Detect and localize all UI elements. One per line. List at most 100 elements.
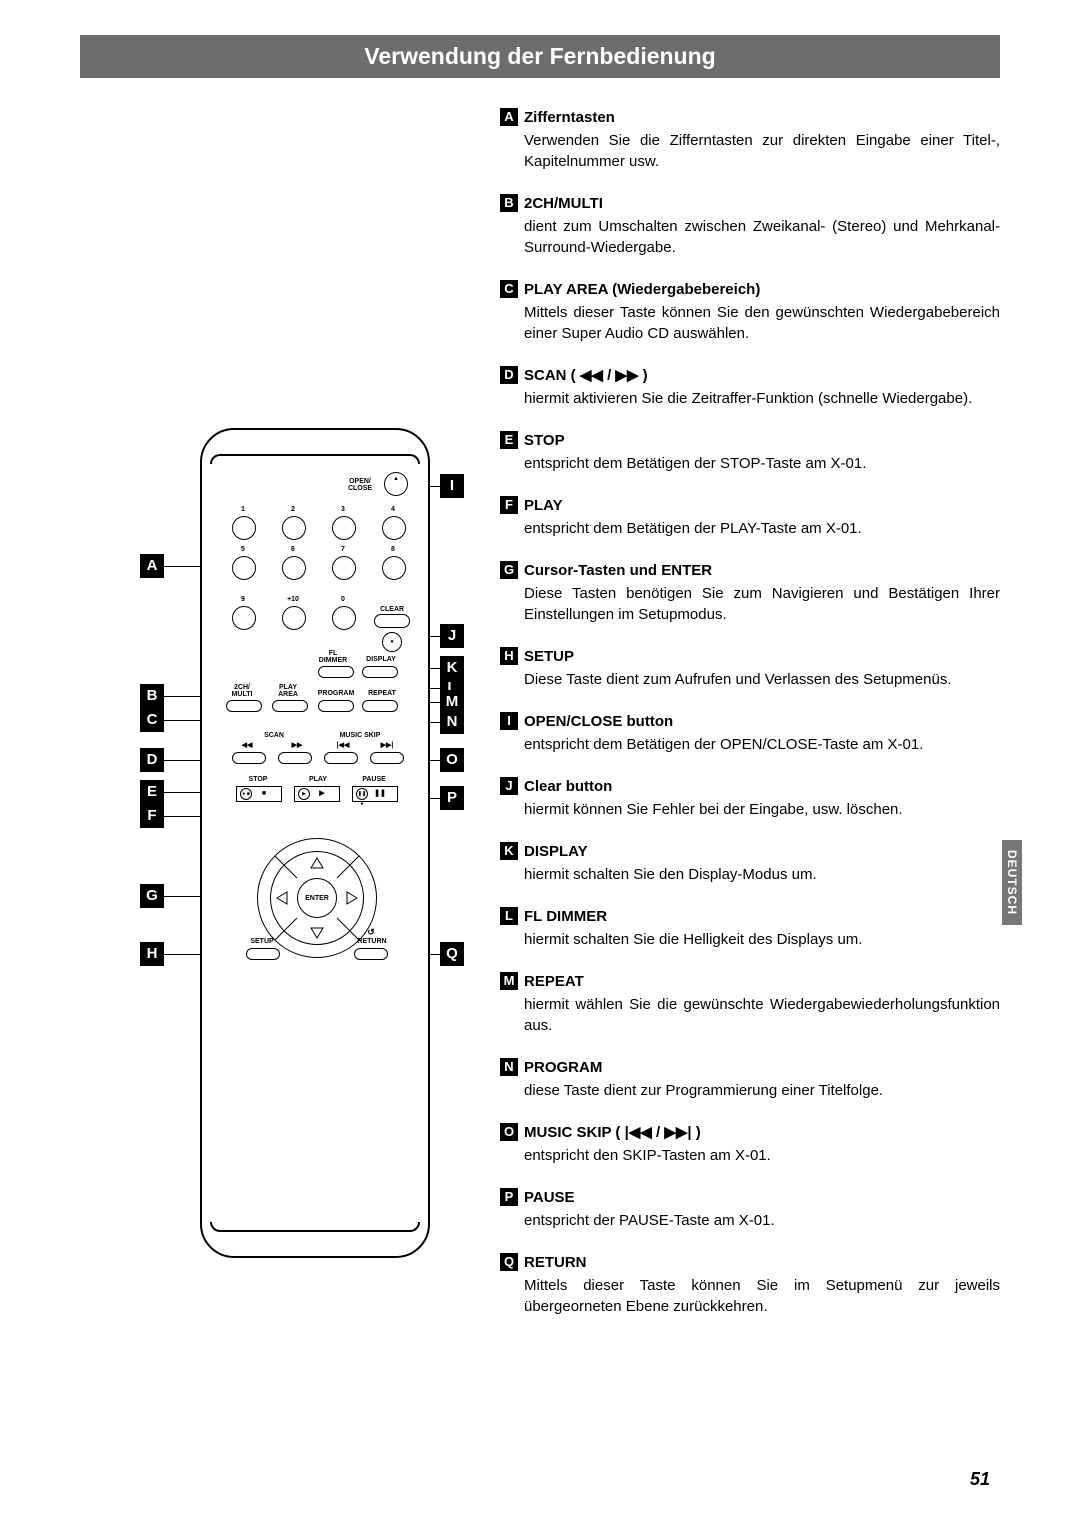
letter-box: H <box>500 647 518 665</box>
page-title: Verwendung der Fernbedienung <box>80 35 1000 78</box>
digit-label-0: 0 <box>328 596 358 603</box>
label-return: RETURN <box>350 938 394 945</box>
btn-open-close: ▲ <box>384 472 408 496</box>
digit-label-9: 9 <box>228 596 258 603</box>
heading-text: RETURN <box>524 1254 587 1271</box>
section-body: entspricht dem Betätigen der STOP-Taste … <box>500 453 1000 474</box>
btn-repeat <box>362 700 398 712</box>
btn-setup <box>246 948 280 960</box>
section-e: E STOP entspricht dem Betätigen der STOP… <box>500 431 1000 474</box>
digit-btn-9 <box>232 606 256 630</box>
label-2ch: 2CH/ MULTI <box>224 684 260 698</box>
callout-n: N <box>440 710 464 734</box>
section-body: hiermit wählen Sie die gewünschte Wieder… <box>500 994 1000 1036</box>
letter-box: C <box>500 280 518 298</box>
heading-text: 2CH/MULTI <box>524 195 603 212</box>
remote-illustration: ABCDEFGH IJKLMNOPQ OPEN/ CLOSE ▲ 1234567… <box>80 428 470 1258</box>
section-a: A Zifferntasten Verwenden Sie die Ziffer… <box>500 108 1000 172</box>
section-i: I OPEN/CLOSE button entspricht dem Betät… <box>500 712 1000 755</box>
digit-label-4: 4 <box>378 506 408 513</box>
section-heading: L FL DIMMER <box>500 907 1000 925</box>
heading-text: SCAN ( ◀◀ / ▶▶ ) <box>524 366 648 384</box>
btn-skip-fwd <box>370 752 404 764</box>
btn-clear <box>374 614 410 628</box>
letter-box: B <box>500 194 518 212</box>
letter-box: J <box>500 777 518 795</box>
section-body: diese Taste dient zur Programmierung ein… <box>500 1080 1000 1101</box>
digit-label-8: 8 <box>378 546 408 553</box>
heading-text: PLAY <box>524 497 563 514</box>
btn-pause: ❚❚ ● <box>356 788 368 800</box>
btn-skip-back <box>324 752 358 764</box>
letter-box: A <box>500 108 518 126</box>
heading-text: Clear button <box>524 778 612 795</box>
btn-return <box>354 948 388 960</box>
digit-btn-5 <box>232 556 256 580</box>
letter-box: N <box>500 1058 518 1076</box>
section-body: dient zum Umschalten zwischen Zweikanal-… <box>500 216 1000 258</box>
digit-btn-0 <box>332 606 356 630</box>
section-c: C PLAY AREA (Wiedergabebereich) Mittels … <box>500 280 1000 344</box>
section-heading: F PLAY <box>500 496 1000 514</box>
right-column: A Zifferntasten Verwenden Sie die Ziffer… <box>500 108 1000 1339</box>
heading-text: Cursor-Tasten und ENTER <box>524 562 712 579</box>
label-music-skip: MUSIC SKIP <box>330 732 390 739</box>
section-body: entspricht der PAUSE-Taste am X-01. <box>500 1210 1000 1231</box>
label-pause: PAUSE <box>354 776 394 783</box>
section-body: Mittels dieser Taste können Sie im Setup… <box>500 1275 1000 1317</box>
page-number: 51 <box>970 1469 990 1490</box>
section-body: hiermit können Sie Fehler bei der Eingab… <box>500 799 1000 820</box>
digit-btn-+10 <box>282 606 306 630</box>
digit-label-3: 3 <box>328 506 358 513</box>
callout-f: F <box>140 804 164 828</box>
callout-g: G <box>140 884 164 908</box>
btn-stop: ● ■ <box>240 788 252 800</box>
callout-h: H <box>140 942 164 966</box>
section-body: hiermit schalten Sie den Display-Modus u… <box>500 864 1000 885</box>
callout-p: P <box>440 786 464 810</box>
section-body: Verwenden Sie die Zifferntasten zur dire… <box>500 130 1000 172</box>
heading-text: OPEN/CLOSE button <box>524 713 673 730</box>
section-g: G Cursor-Tasten und ENTER Diese Tasten b… <box>500 561 1000 625</box>
section-heading: O MUSIC SKIP ( |◀◀ / ▶▶| ) <box>500 1123 1000 1141</box>
digit-btn-3 <box>332 516 356 540</box>
callout-a: A <box>140 554 164 578</box>
callout-o: O <box>440 748 464 772</box>
label-program: PROGRAM <box>314 690 358 697</box>
digit-label-7: 7 <box>328 546 358 553</box>
digit-label-1: 1 <box>228 506 258 513</box>
digit-btn-2 <box>282 516 306 540</box>
btn-j: ● <box>382 632 402 652</box>
label-display: DISPLAY <box>360 656 402 663</box>
heading-text: MUSIC SKIP ( |◀◀ / ▶▶| ) <box>524 1123 701 1141</box>
btn-scan-fwd <box>278 752 312 764</box>
section-heading: A Zifferntasten <box>500 108 1000 126</box>
label-clear: CLEAR <box>374 606 410 613</box>
section-j: J Clear button hiermit können Sie Fehler… <box>500 777 1000 820</box>
callout-i: I <box>440 474 464 498</box>
label-stop: STOP <box>238 776 278 783</box>
digit-label-6: 6 <box>278 546 308 553</box>
digit-btn-1 <box>232 516 256 540</box>
heading-text: STOP <box>524 432 565 449</box>
digit-btn-8 <box>382 556 406 580</box>
letter-box: O <box>500 1123 518 1141</box>
letter-box: I <box>500 712 518 730</box>
digit-btn-6 <box>282 556 306 580</box>
label-open-close: OPEN/ CLOSE <box>340 478 380 492</box>
section-n: N PROGRAM diese Taste dient zur Programm… <box>500 1058 1000 1101</box>
heading-text: DISPLAY <box>524 843 588 860</box>
section-b: B 2CH/MULTI dient zum Umschalten zwische… <box>500 194 1000 258</box>
callout-e: E <box>140 780 164 804</box>
letter-box: Q <box>500 1253 518 1271</box>
letter-box: E <box>500 431 518 449</box>
left-column: ABCDEFGH IJKLMNOPQ OPEN/ CLOSE ▲ 1234567… <box>80 108 470 1339</box>
btn-program <box>318 700 354 712</box>
digit-label-+10: +10 <box>278 596 308 603</box>
section-o: O MUSIC SKIP ( |◀◀ / ▶▶| ) entspricht de… <box>500 1123 1000 1166</box>
btn-play-area <box>272 700 308 712</box>
content: ABCDEFGH IJKLMNOPQ OPEN/ CLOSE ▲ 1234567… <box>80 108 1000 1339</box>
digit-btn-4 <box>382 516 406 540</box>
section-h: H SETUP Diese Taste dient zum Aufrufen u… <box>500 647 1000 690</box>
letter-box: M <box>500 972 518 990</box>
